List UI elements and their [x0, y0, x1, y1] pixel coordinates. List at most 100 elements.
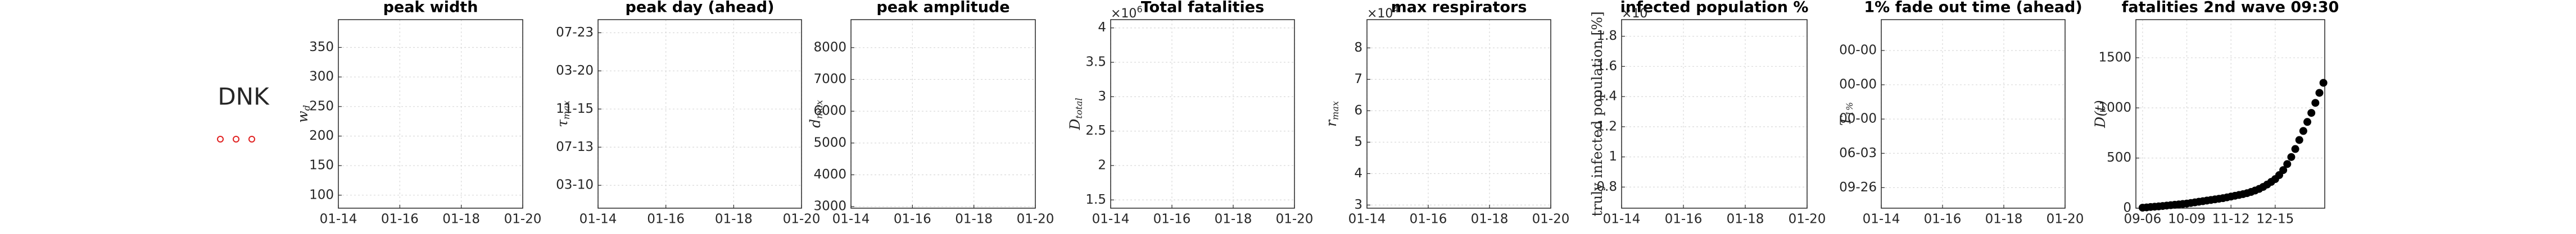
y-tick-label: 8000: [813, 40, 846, 54]
y-axis-label: rmax: [1323, 101, 1341, 127]
y-tick-label: 150: [309, 158, 334, 173]
axes-background: [598, 20, 802, 208]
y-axis-label: wd: [295, 105, 312, 123]
axes-background: [851, 20, 1035, 208]
chart-title: fatalities 2nd wave 09:30: [2122, 0, 2339, 16]
y-tick-label: 8: [1354, 40, 1362, 55]
y-axis-label-sub: 1%: [1844, 102, 1855, 116]
y-tick-label: 300: [309, 70, 334, 84]
y-tick-label: 100: [309, 187, 334, 202]
x-tick-label: 12-15: [2256, 212, 2294, 227]
legend-marker: [248, 136, 255, 143]
axes-frame: [1110, 19, 1295, 209]
y-axis-label: T1%: [1837, 102, 1855, 126]
x-tick-label: 01-14: [580, 212, 617, 227]
y-axis-label-main: w: [295, 111, 311, 122]
x-tick-label: 01-18: [1727, 212, 1764, 227]
axes-frame: [2135, 19, 2325, 209]
y-tick-label: 250: [309, 99, 334, 113]
data-point: [2295, 136, 2303, 144]
x-tick-label: 01-20: [504, 212, 542, 227]
axis-multiplier-base: ×10: [1622, 7, 1647, 21]
y-tick-label: 500: [2107, 150, 2131, 165]
x-tick-label: 01-20: [783, 212, 821, 227]
axes-frame: [1881, 19, 2066, 209]
y-tick-label: 200: [309, 129, 334, 143]
y-tick-label: 00-00: [1839, 112, 1877, 126]
x-tick-label: 01-20: [1532, 212, 1570, 227]
x-tick-label: 01-16: [381, 212, 419, 227]
legend-marker: [233, 136, 239, 143]
x-tick-label: 01-20: [1017, 212, 1054, 227]
y-tick-label: 1.8: [1596, 29, 1617, 43]
chart-title: peak amplitude: [876, 0, 1009, 16]
data-point: [2307, 109, 2316, 117]
axes-background: [1881, 20, 2065, 208]
axis-multiplier-exp: 4: [1393, 4, 1398, 15]
data-point: [2315, 89, 2324, 97]
x-tick-label: 10-09: [2168, 212, 2206, 227]
y-tick-label: 03-10: [556, 178, 594, 192]
y-axis-label: Dtotal: [1067, 98, 1084, 130]
y-axis-label: D(t): [2092, 100, 2108, 129]
axis-multiplier: ×104: [1367, 4, 1399, 21]
axis-multiplier: ×10: [1622, 7, 1647, 21]
x-tick-label: 09-06: [2124, 212, 2161, 227]
y-axis-label-main: d: [807, 119, 823, 128]
x-tick-label: 11-12: [2212, 212, 2250, 227]
data-point: [2303, 118, 2312, 126]
chart-title: Total fatalities: [1141, 0, 1264, 16]
axis-multiplier: ×106: [1111, 4, 1143, 21]
x-tick-label: 01-16: [1924, 212, 1962, 227]
axis-multiplier-base: ×10: [1111, 7, 1137, 21]
x-tick-label: 01-16: [647, 212, 685, 227]
y-axis-label-main: T: [1837, 115, 1854, 126]
y-tick-label: 09-26: [1839, 180, 1877, 195]
x-tick-label: 01-14: [1348, 212, 1386, 227]
y-tick-label: 0.8: [1596, 180, 1617, 194]
y-axis-label-main: τ: [554, 119, 571, 127]
axes-background: [1622, 20, 1807, 208]
axes-frame: [338, 19, 523, 209]
y-axis-label-main: D: [1067, 119, 1083, 131]
y-axis-label-sub: d: [301, 105, 312, 111]
y-axis-label-sub: total: [1074, 98, 1084, 118]
y-tick-label: 7: [1354, 72, 1362, 86]
y-tick-label: 3: [1354, 198, 1362, 212]
x-tick-label: 01-14: [320, 212, 357, 227]
y-axis-label: dmax: [807, 100, 825, 128]
y-axis-label-sub: max: [1330, 101, 1341, 120]
x-tick-label: 01-18: [1215, 212, 1252, 227]
y-tick-label: 1.4: [1596, 89, 1617, 104]
y-tick-label: 1500: [2098, 50, 2131, 65]
axes-background: [338, 20, 523, 208]
y-tick-label: 7000: [813, 72, 846, 86]
y-tick-label: 1.5: [1085, 192, 1106, 207]
y-axis-label-sub: max: [561, 100, 572, 120]
x-tick-label: 01-18: [1985, 212, 2023, 227]
y-tick-label: 5000: [813, 135, 846, 150]
y-axis-label: τmax: [554, 100, 572, 127]
axes-frame: [850, 19, 1036, 209]
axes-background: [1111, 20, 1294, 208]
axis-multiplier-exp: 6: [1137, 4, 1142, 15]
x-tick-label: 01-14: [1092, 212, 1130, 227]
y-tick-label: 2: [1098, 158, 1106, 172]
x-tick-label: 01-18: [442, 212, 480, 227]
x-tick-label: 01-20: [1789, 212, 1826, 227]
y-axis-label-main: D(t): [2092, 100, 2108, 129]
y-axis-label-main: truly infected population [%]: [1589, 11, 1605, 217]
axis-multiplier-base: ×10: [1367, 7, 1393, 21]
y-tick-label: 4: [1354, 166, 1362, 181]
y-tick-label: 07-13: [556, 140, 594, 154]
x-tick-label: 01-20: [2047, 212, 2084, 227]
y-tick-label: 6: [1354, 103, 1362, 118]
y-axis-label-sub: max: [814, 100, 825, 119]
y-tick-label: 00-00: [1839, 43, 1877, 57]
y-axis-label-main: r: [1323, 119, 1339, 127]
x-tick-label: 01-20: [1276, 212, 1314, 227]
y-tick-label: 1: [1609, 149, 1617, 164]
legend-marker: [217, 136, 224, 143]
